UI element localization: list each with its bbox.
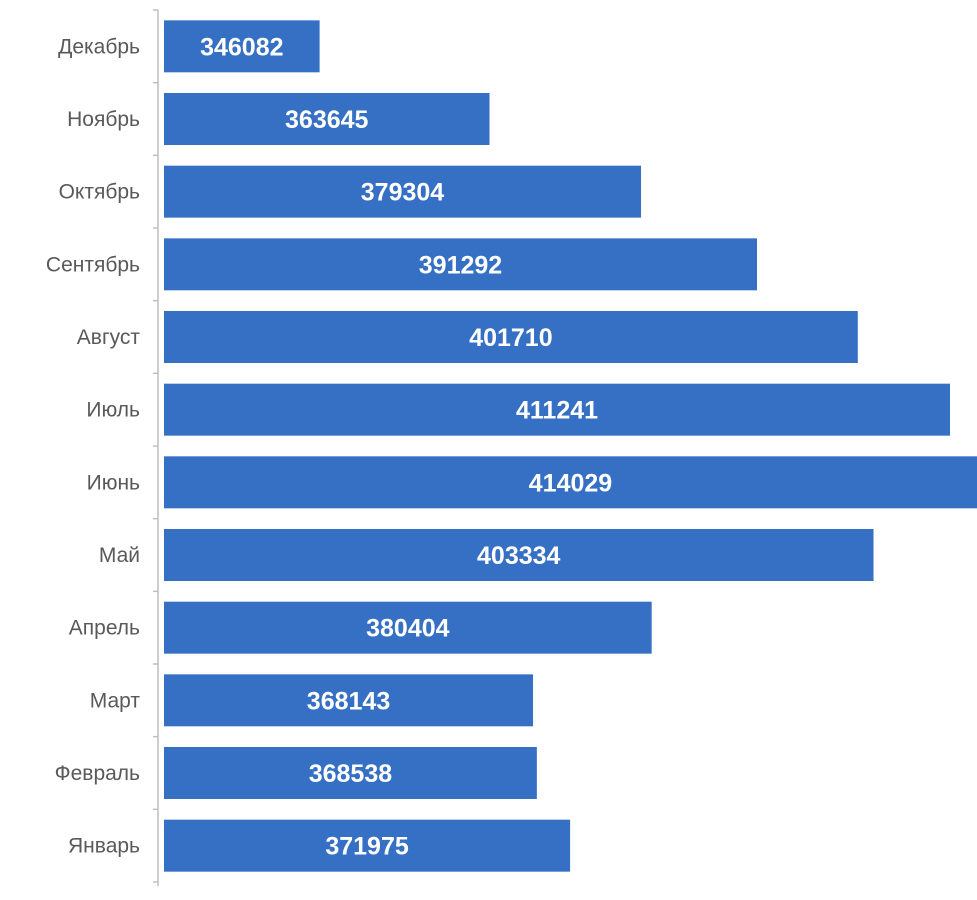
category-label: Июль (86, 399, 140, 422)
data-label: 414029 (529, 469, 612, 497)
category-label: Февраль (55, 762, 140, 785)
category-label: Август (77, 326, 141, 349)
data-label: 401710 (469, 324, 552, 352)
data-label: 368538 (309, 760, 393, 788)
data-label: 391292 (419, 251, 502, 279)
bar-5 (164, 529, 874, 581)
bar-4 (164, 601, 652, 654)
bar-3 (164, 674, 534, 727)
bar-7 (164, 383, 951, 436)
category-label: Сентябрь (46, 253, 140, 276)
data-label: 411241 (516, 397, 598, 425)
bars (164, 20, 977, 872)
category-labels: Январь Февраль Март Апрель Май Июнь Июль Август… (46, 35, 140, 857)
category-label: Октябрь (59, 181, 140, 204)
data-label: 368143 (307, 687, 390, 715)
category-label: Апрель (69, 617, 140, 640)
category-label: Декабрь (58, 35, 140, 58)
data-label: 346082 (200, 33, 283, 61)
category-label: Ноябрь (67, 108, 140, 131)
category-axis (153, 9, 159, 886)
category-label: Март (90, 689, 141, 712)
bar-9 (164, 238, 758, 291)
bar-1 (164, 819, 571, 872)
data-label: 380404 (366, 615, 450, 643)
category-label: Июнь (87, 471, 140, 494)
bar-6 (164, 456, 977, 509)
data-labels: 371975 368538 368143 380404 403334 414029 4112… (200, 33, 612, 860)
bar-8 (164, 311, 858, 363)
data-label: 363645 (285, 106, 369, 134)
data-label: 379304 (361, 179, 445, 207)
bar-12 (164, 20, 320, 73)
bar-11 (164, 93, 490, 145)
bar-2 (164, 747, 537, 799)
bar-10 (164, 165, 642, 218)
data-label: 403334 (477, 542, 561, 570)
category-label: Январь (68, 835, 140, 858)
category-label: Май (99, 544, 140, 567)
data-label: 371975 (325, 833, 409, 861)
